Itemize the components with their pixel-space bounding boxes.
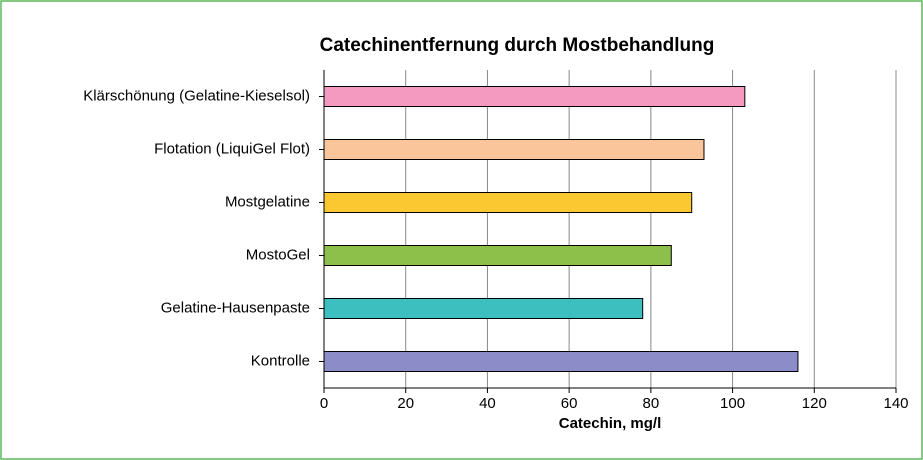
bar [323, 245, 672, 266]
y-tick-label: Flotation (LiquiGel Flot) [154, 140, 310, 157]
bar [323, 86, 746, 107]
bar [323, 298, 644, 319]
bar [323, 351, 799, 372]
x-tick-label: 20 [397, 395, 414, 412]
y-tick-label: Klärschönung (Gelatine-Kieselsol) [83, 87, 310, 104]
x-tick-label: 100 [720, 395, 745, 412]
y-tick-label: Kontrolle [251, 352, 310, 369]
x-axis-label: Catechin, mg/l [559, 415, 662, 432]
x-tick-label: 40 [479, 395, 496, 412]
y-tick-label: MostoGel [246, 246, 310, 263]
bar [323, 192, 693, 213]
chart-title: Catechinentfernung durch Mostbehandlung [320, 35, 715, 56]
y-tick-label: Gelatine-Hausenpaste [161, 299, 310, 316]
x-tick-label: 80 [643, 395, 660, 412]
bar [323, 139, 705, 160]
x-tick-label: 60 [561, 395, 578, 412]
x-tick-label: 140 [883, 395, 908, 412]
x-tick-label: 120 [802, 395, 827, 412]
y-tick-label: Mostgelatine [225, 193, 310, 210]
x-tick-label: 0 [320, 395, 328, 412]
